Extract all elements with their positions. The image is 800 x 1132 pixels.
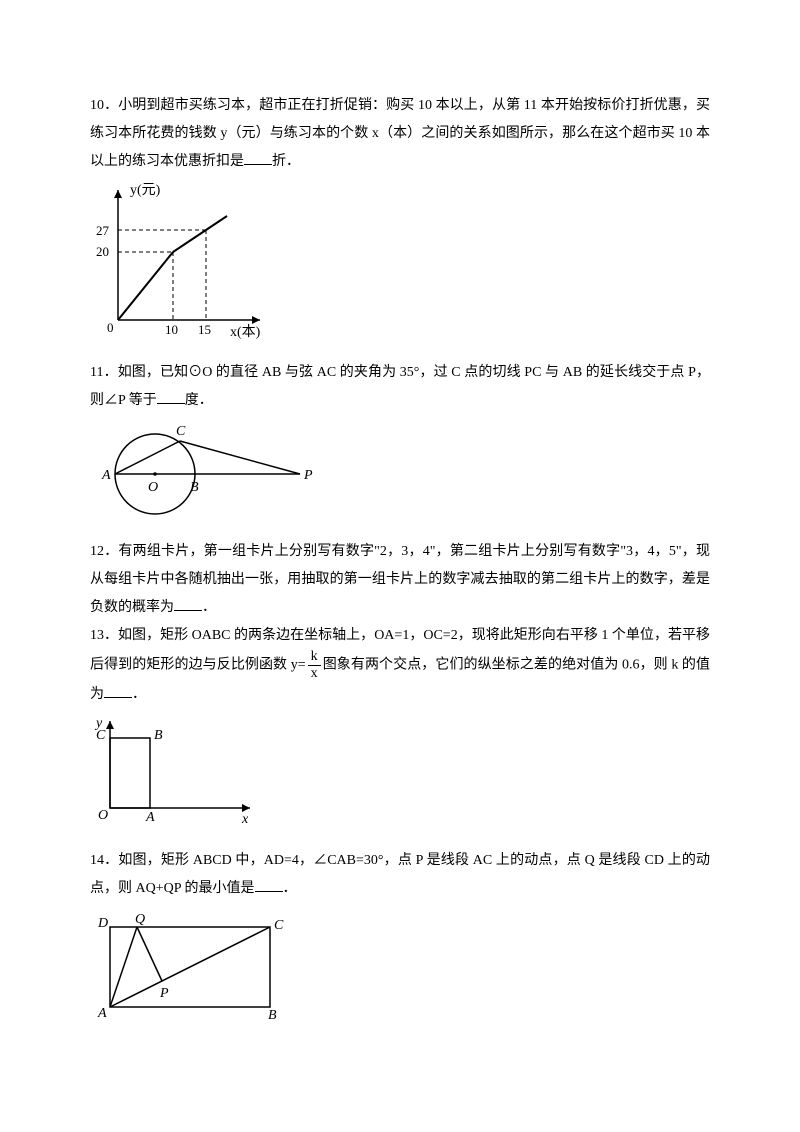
q13-figure: O A B C x y bbox=[90, 713, 710, 839]
q10-x10: 10 bbox=[165, 322, 178, 337]
q14-P: P bbox=[159, 986, 169, 1001]
q11-blank bbox=[157, 390, 185, 404]
q10-origin: 0 bbox=[107, 320, 114, 335]
q10-xlabel: x(本) bbox=[230, 324, 261, 340]
q11-text-b: 度． bbox=[185, 393, 213, 408]
q13-A: A bbox=[145, 810, 155, 825]
q14-Q: Q bbox=[135, 912, 145, 927]
q13-text-c: ． bbox=[132, 687, 146, 702]
q12-text: 12．有两组卡片，第一组卡片上分别写有数字"2，3，4"，第二组卡片上分别写有数… bbox=[90, 538, 710, 622]
q13-y: y bbox=[94, 716, 103, 731]
q14-text-a: 14．如图，矩形 ABCD 中，AD=4，∠CAB=30°，点 P 是线段 AC… bbox=[90, 853, 710, 896]
q11-B: B bbox=[190, 480, 199, 495]
q11-P: P bbox=[303, 468, 313, 483]
q13-x: x bbox=[241, 812, 249, 827]
q11-text: 11．如图，已知⊙O 的直径 AB 与弦 AC 的夹角为 35°，过 C 点的切… bbox=[90, 359, 710, 415]
q14-text: 14．如图，矩形 ABCD 中，AD=4，∠CAB=30°，点 P 是线段 AC… bbox=[90, 847, 710, 903]
q14-blank bbox=[255, 878, 283, 892]
q12-text-b: ． bbox=[202, 600, 216, 615]
q11-O: O bbox=[148, 480, 158, 495]
q14-A: A bbox=[97, 1006, 107, 1021]
q14-C: C bbox=[274, 918, 284, 933]
q10-blank bbox=[244, 151, 272, 165]
q11-C: C bbox=[176, 424, 186, 439]
q14-figure: A B C D Q P bbox=[90, 907, 710, 1038]
q12-blank bbox=[174, 597, 202, 611]
q10-text-a: 10．小明到超市买练习本，超市正在打折促销：购买 10 本以上，从第 11 本开… bbox=[90, 98, 710, 169]
q10-y27: 27 bbox=[96, 223, 110, 238]
q11-A: A bbox=[101, 468, 111, 483]
q11-figure: A B C O P bbox=[90, 419, 710, 530]
q10-text: 10．小明到超市买练习本，超市正在打折促销：购买 10 本以上，从第 11 本开… bbox=[90, 92, 710, 176]
q13-frac: kx bbox=[308, 650, 321, 681]
q14-D: D bbox=[97, 916, 108, 931]
q10-ylabel: y(元) bbox=[130, 183, 161, 198]
q14-text-b: ． bbox=[283, 881, 297, 896]
q10-y20: 20 bbox=[96, 244, 109, 259]
q13-B: B bbox=[154, 728, 163, 743]
q14-B: B bbox=[268, 1008, 277, 1023]
q13-O: O bbox=[98, 808, 108, 823]
q10-x15: 15 bbox=[198, 322, 211, 337]
q13-blank bbox=[104, 684, 132, 698]
q13-text: 13．如图，矩形 OABC 的两条边在坐标轴上，OA=1，OC=2，现将此矩形向… bbox=[90, 622, 710, 709]
q10-text-b: 折． bbox=[272, 154, 300, 169]
q10-chart: y(元) x(本) 0 27 20 10 15 bbox=[90, 180, 710, 351]
